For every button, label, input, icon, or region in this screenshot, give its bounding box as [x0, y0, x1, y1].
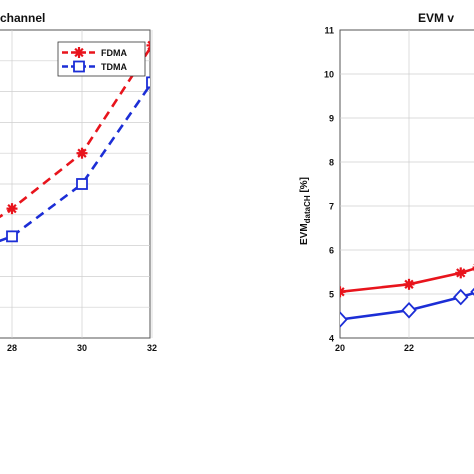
- legend-fdma-marker: [73, 47, 85, 58]
- right-plot-area: [339, 29, 474, 339]
- legend-fdma-symbol: [73, 47, 85, 58]
- right-y-tick-label: 9: [329, 114, 334, 124]
- left-x-tick-label: 32: [147, 343, 157, 353]
- right-x-tick-label: 22: [404, 343, 414, 353]
- right-y-tick-label: 8: [329, 158, 334, 168]
- right-x-tick-label: 20: [335, 343, 345, 353]
- right-chart-title: EVM v: [418, 11, 454, 25]
- right-grid: [340, 30, 474, 338]
- left-point-fdma: [146, 40, 150, 51]
- legend-fdma-symbol-stroke: [74, 47, 84, 58]
- legend-fdma-label: FDMA: [101, 48, 127, 58]
- legend-tdma-marker: [73, 60, 85, 73]
- left-point-fdma-stroke: [77, 148, 87, 158]
- left-series: [0, 40, 150, 243]
- left-x-ticks: 28 30 32: [7, 343, 157, 353]
- right-y-axis-label: EVMdataCH [%]: [299, 177, 312, 245]
- left-point-fdma-stroke: [147, 45, 150, 51]
- right-y-tick-label: 7: [329, 202, 334, 212]
- legend-box: [57, 41, 146, 77]
- ylabel-main: EVM: [299, 223, 310, 245]
- right-point-blue: [401, 301, 417, 319]
- right-point-red-stroke: [456, 268, 466, 278]
- left-point-fdma: [6, 203, 18, 215]
- right-point-red: [455, 267, 467, 279]
- left-chart-title: channel: [0, 11, 45, 25]
- left-point-tdma-shape: [6, 230, 18, 243]
- right-y-tick-label: 10: [324, 70, 334, 80]
- right-series-line-blue: [340, 291, 474, 321]
- right-point-blue-shape: [453, 288, 469, 306]
- left-point-fdma-stroke: [7, 203, 17, 214]
- right-y-tick-label: 6: [329, 246, 334, 256]
- left-point-fdma: [76, 147, 88, 159]
- right-y-tick-label: 5: [329, 290, 334, 300]
- left-point-tdma-shape: [146, 76, 150, 89]
- legend-tdma-label: TDMA: [101, 62, 127, 72]
- right-x-ticks: 20 22: [335, 343, 414, 353]
- right-series: [340, 263, 474, 328]
- right-point-red: [340, 286, 346, 298]
- legend-tdma-symbol-shape: [73, 60, 85, 73]
- right-point-blue-shape: [401, 301, 417, 319]
- right-point-red-stroke: [340, 290, 345, 297]
- left-point-tdma: [76, 178, 88, 190]
- right-series-line-red: [340, 267, 474, 294]
- left-point-tdma: [6, 230, 18, 243]
- legend-entry-fdma: FDMA: [62, 47, 127, 58]
- right-point-blue: [453, 288, 469, 306]
- ylabel-unit: [%]: [299, 177, 310, 195]
- left-legend: FDMA TDMA: [57, 41, 146, 77]
- right-point-blue: [340, 311, 348, 328]
- right-y-tick-label: 11: [324, 26, 334, 36]
- right-y-tick-label: 4: [329, 334, 334, 344]
- right-point-red: [403, 278, 415, 290]
- left-point-tdma-shape: [76, 178, 88, 190]
- right-point-blue-shape: [340, 311, 348, 328]
- left-chart: 28 30 32 channel FDMA TDMA: [0, 11, 157, 353]
- left-point-tdma: [146, 76, 150, 89]
- left-x-tick-label: 30: [77, 343, 87, 353]
- right-y-ticks: 4 5 6 7 8 9 10 11: [324, 26, 334, 344]
- left-point-fdma-stroke: [147, 40, 150, 45]
- legend-tdma-symbol: [73, 60, 85, 73]
- right-point-red-stroke: [404, 279, 414, 289]
- right-point-red-stroke: [340, 287, 345, 294]
- left-series-line-fdma: [0, 46, 150, 219]
- legend-entry-tdma: TDMA: [62, 60, 127, 73]
- left-x-tick-label: 28: [7, 343, 17, 353]
- ylabel-subscript: dataCH: [303, 195, 312, 223]
